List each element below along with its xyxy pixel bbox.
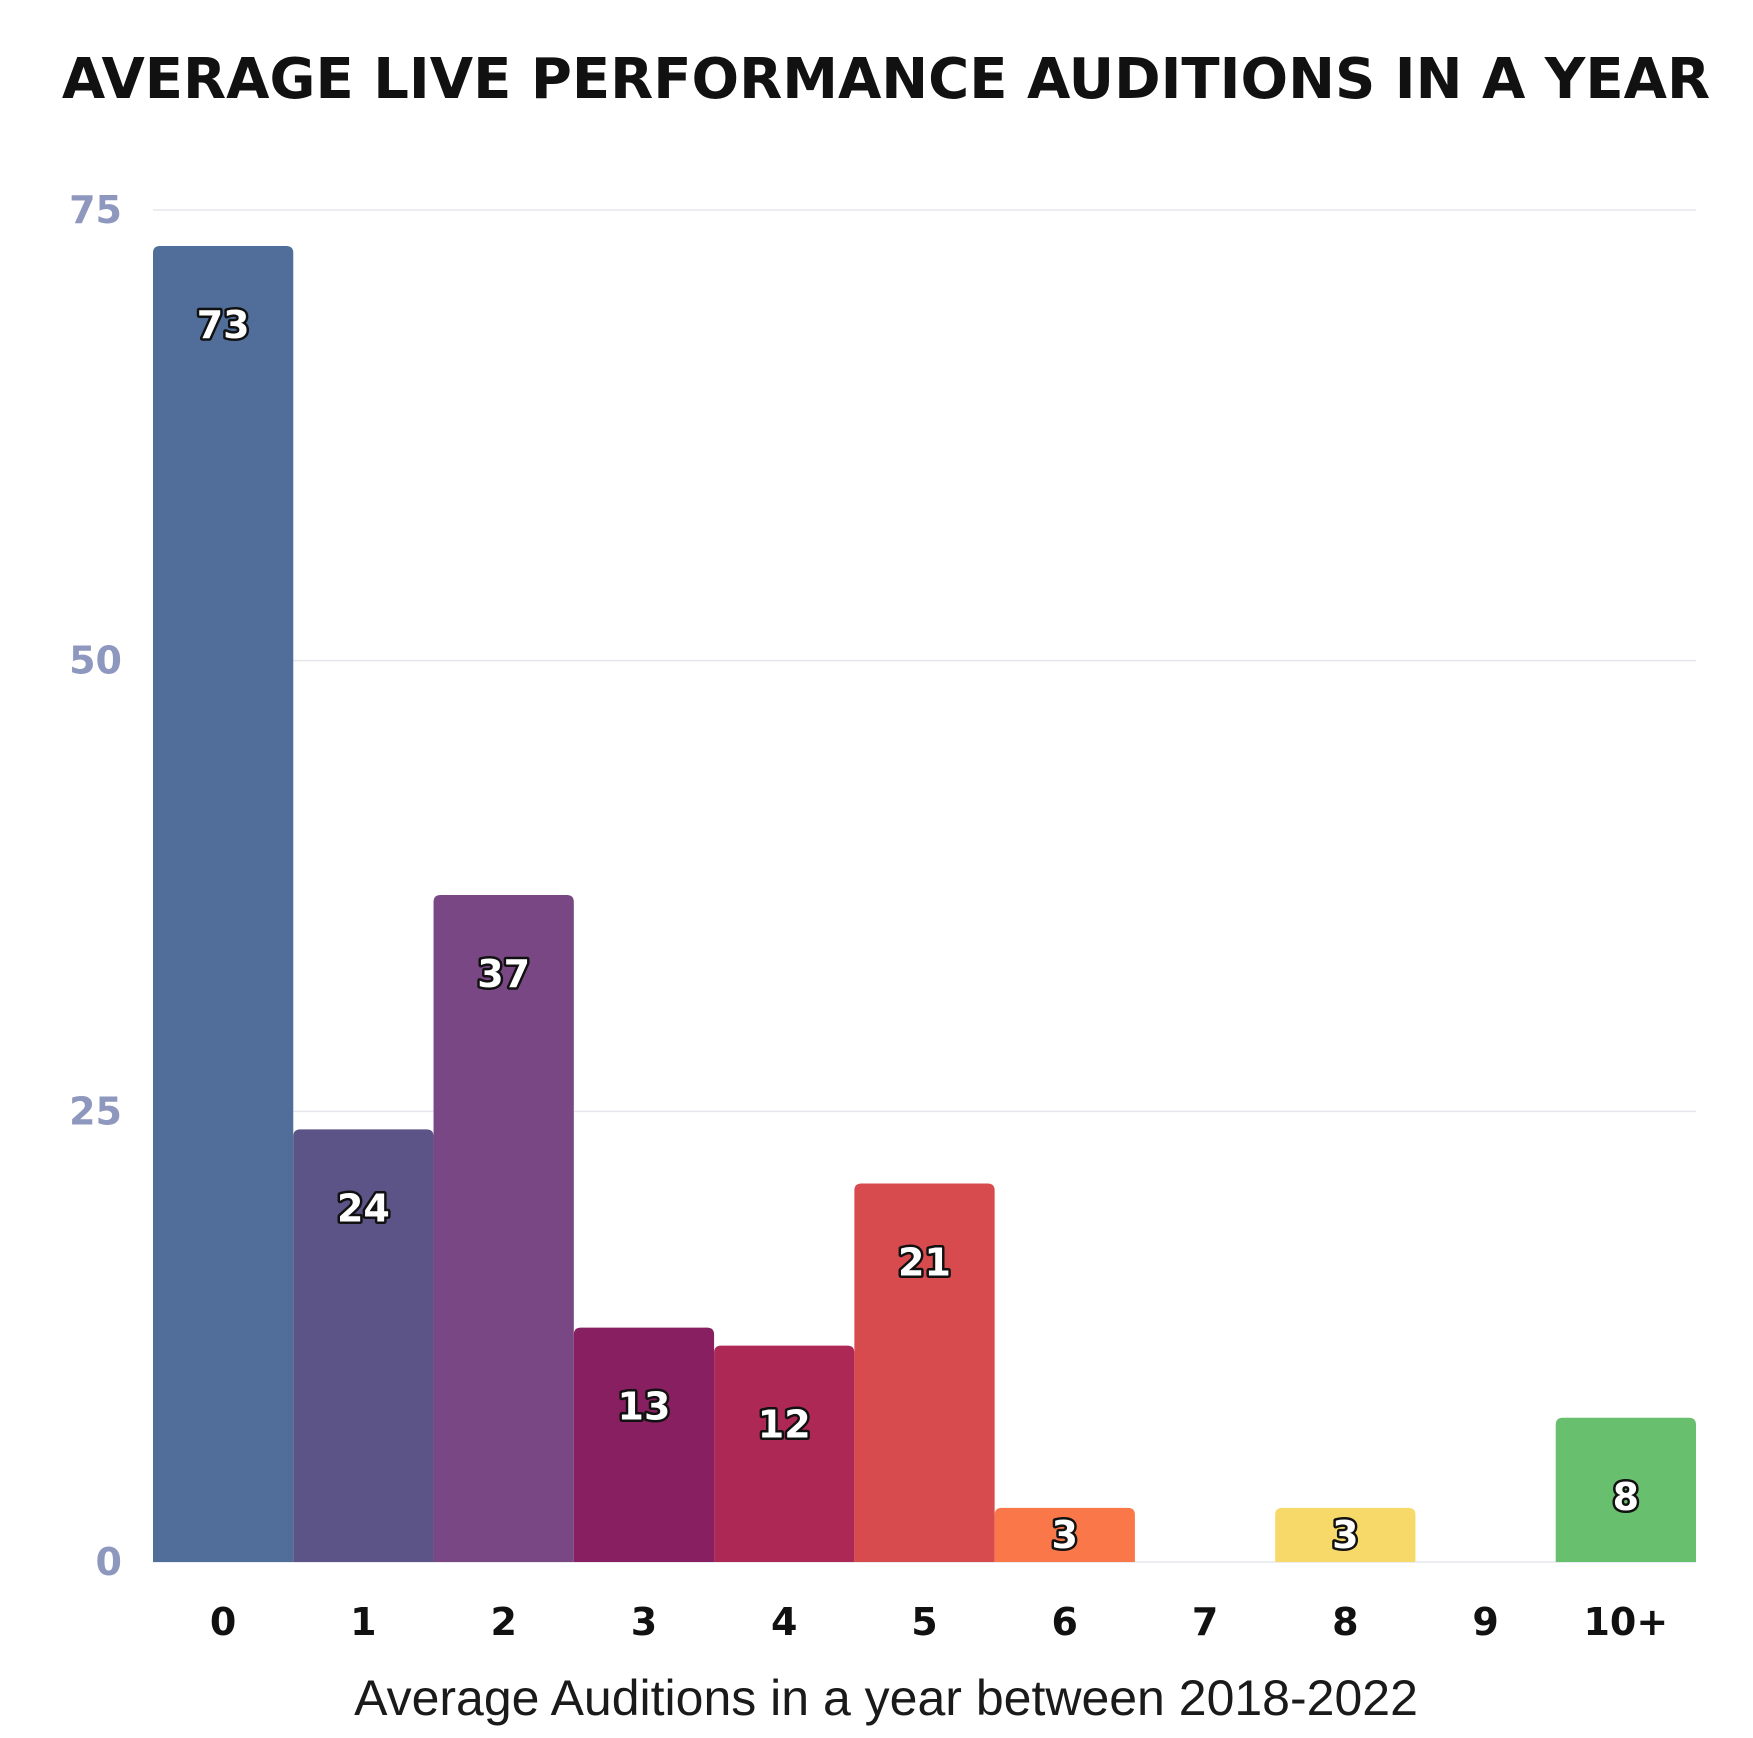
bar-0 [153,246,294,1562]
data-label-10+: 8 [1613,1475,1639,1519]
x-tick-label-9: 9 [1472,1600,1498,1644]
bar-3 [573,1327,715,1562]
data-label-6: 3 [1052,1513,1078,1557]
x-tick-label-3: 3 [631,1600,657,1644]
data-label-1: 24 [337,1186,390,1230]
data-labels: 73 24 37 13 12 21 3 3 8 [194,301,1641,1560]
x-tick-label-5: 5 [911,1600,937,1644]
bar-10+ [1555,1417,1696,1562]
x-tick-label-8: 8 [1332,1600,1358,1644]
y-tick-label-50: 50 [69,639,122,683]
y-axis-ticks: 0 25 50 75 [69,188,122,1584]
y-tick-label-25: 25 [69,1089,122,1133]
bar-8 [1275,1507,1416,1562]
x-axis-label: Average Auditions in a year between 2018… [354,1670,1418,1726]
x-tick-label-10+: 10+ [1583,1600,1668,1644]
bar-2 [433,895,574,1562]
bar-6 [994,1507,1135,1562]
x-axis-ticks: 0 1 2 3 4 5 6 7 8 9 10+ [210,1600,1668,1644]
x-tick-label-0: 0 [210,1600,236,1644]
bars [153,246,1696,1562]
x-tick-label-1: 1 [350,1600,376,1644]
x-tick-label-6: 6 [1052,1600,1078,1644]
data-label-3: 13 [618,1385,671,1429]
bar-4 [714,1345,855,1562]
x-tick-label-7: 7 [1192,1600,1218,1644]
y-tick-label-75: 75 [69,188,122,232]
data-label-5: 21 [898,1240,951,1284]
data-label-8: 3 [1332,1513,1358,1557]
bar-5 [854,1183,995,1562]
x-tick-label-4: 4 [771,1600,797,1644]
bar-1 [293,1129,434,1562]
x-tick-label-2: 2 [490,1600,516,1644]
y-tick-label-0: 0 [96,1540,122,1584]
data-label-2: 37 [477,952,530,996]
data-label-4: 12 [758,1403,811,1447]
chart-title: AVERAGE LIVE PERFORMANCE AUDITIONS IN A … [62,47,1710,112]
data-label-0: 73 [197,303,250,347]
